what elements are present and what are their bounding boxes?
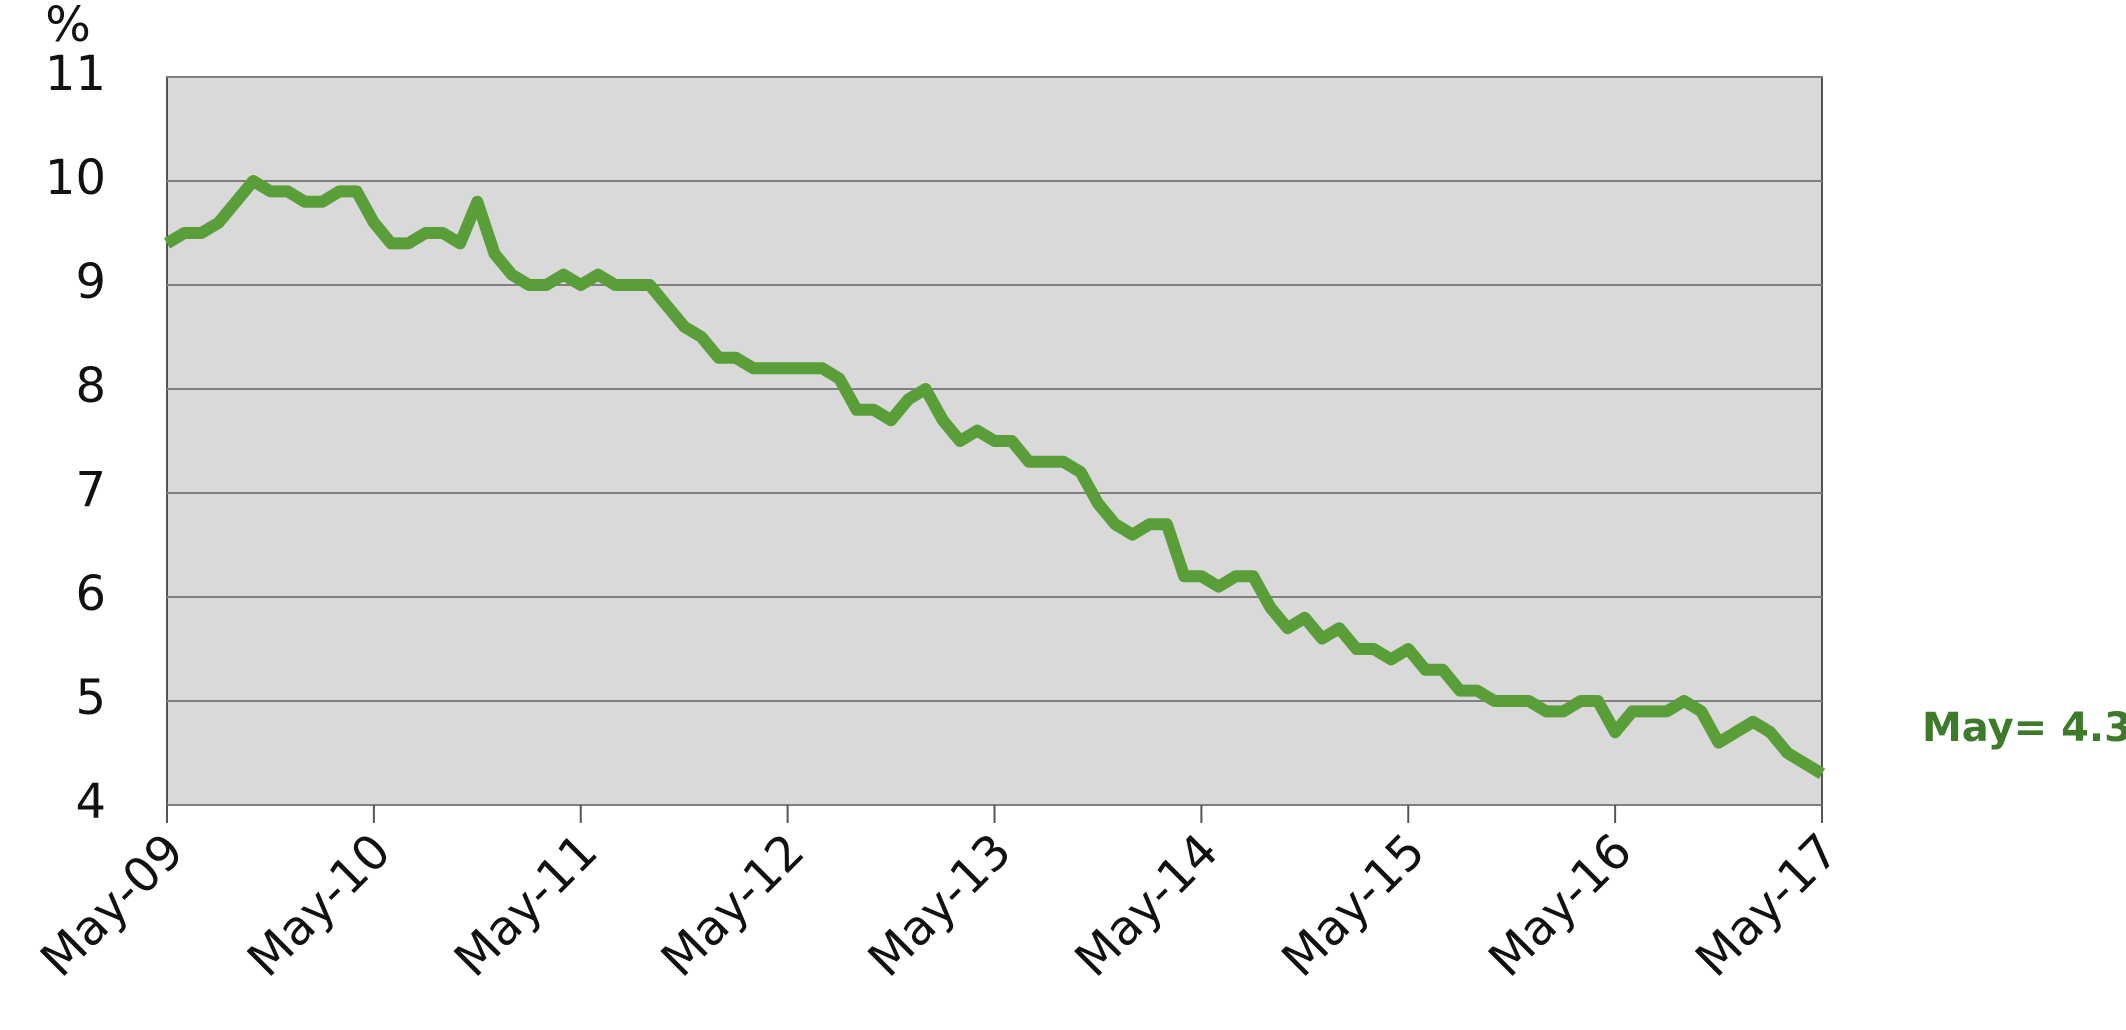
x-tick-label: May-12 [651, 823, 816, 988]
y-tick-label: 5 [75, 670, 106, 726]
x-tick-label: May-14 [1064, 823, 1229, 988]
y-tick-label: 11 [45, 46, 106, 102]
x-tick-label: May-15 [1271, 823, 1436, 988]
y-tick-label: 9 [75, 254, 106, 310]
x-tick-label: May-16 [1478, 823, 1643, 988]
x-tick-label: May-17 [1685, 823, 1850, 988]
x-tick-label: May-09 [30, 823, 195, 988]
y-tick-label: 10 [45, 150, 106, 206]
y-tick-label: 6 [75, 566, 106, 622]
x-tick-label: May-13 [858, 823, 1023, 988]
x-tick-label: May-10 [237, 823, 402, 988]
data-line [163, 175, 1826, 779]
annotation: May= 4.3 [1922, 705, 2126, 751]
y-axis-label: % [45, 0, 91, 53]
y-tick-label: 8 [75, 358, 106, 414]
x-tick-label: May-11 [444, 823, 609, 988]
y-tick-label: 7 [75, 462, 106, 518]
y-tick-label: 4 [75, 774, 106, 830]
